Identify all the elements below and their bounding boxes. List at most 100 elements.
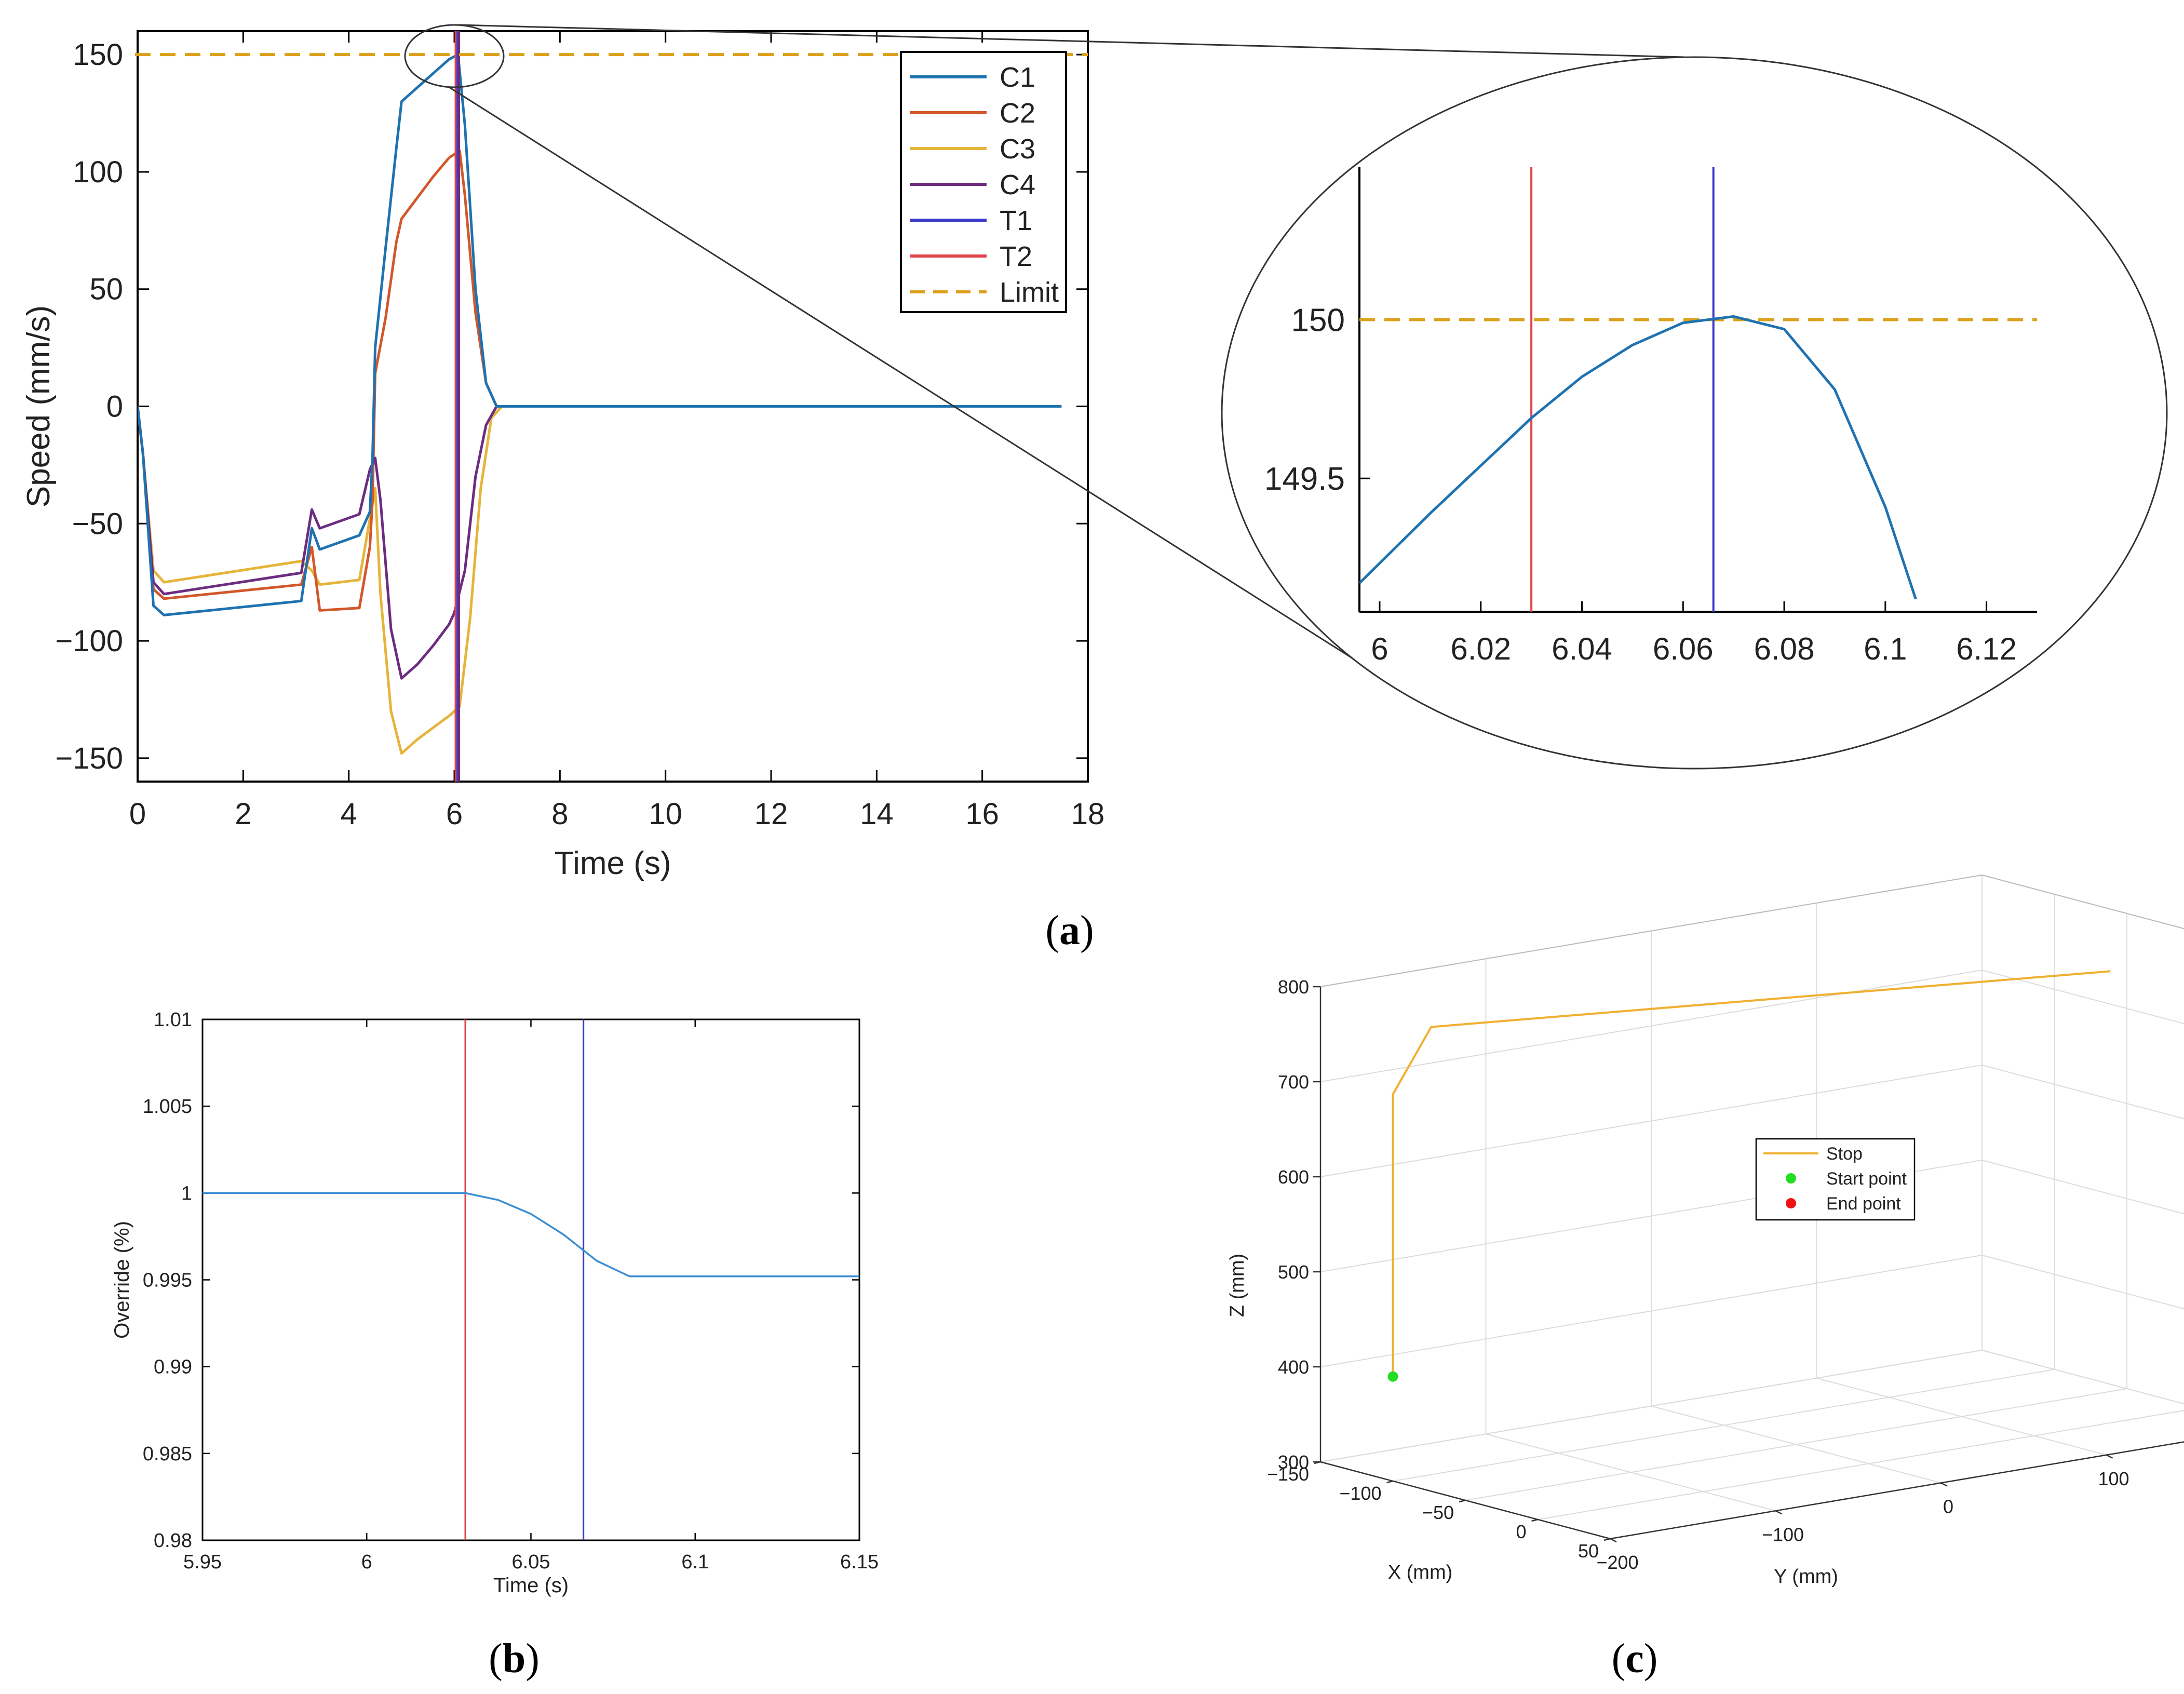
caption-a: (a) xyxy=(1045,908,1094,953)
legend-a: C1 C2 C3 C4 T1 T2 Limit xyxy=(900,51,1067,313)
legend-label-c2: C2 xyxy=(1000,98,1035,129)
y-tick-label: 50 xyxy=(89,273,123,306)
z-tick-label: 500 xyxy=(1278,1261,1309,1283)
legend-label-t2: T2 xyxy=(1000,241,1032,272)
panel-c: −150−100−50050−200−100010020030040050060… xyxy=(1226,875,2184,1588)
x-tick-label: 0 xyxy=(1516,1521,1526,1542)
caption-b: (b) xyxy=(489,1636,540,1682)
x-tick-label: 18 xyxy=(1071,797,1105,831)
x-tick xyxy=(1603,1538,1611,1541)
y-tick xyxy=(1610,1538,1617,1543)
caption-c: (c) xyxy=(1612,1636,1658,1682)
x-tick-label: 4 xyxy=(341,797,357,831)
plot-area-b xyxy=(201,1018,860,1541)
caption-paren: ) xyxy=(1080,908,1094,953)
zoom-x-tick-label: 6 xyxy=(1371,631,1388,666)
z-tick-label: 700 xyxy=(1278,1071,1309,1093)
series-group-a xyxy=(138,31,1062,782)
legend-box xyxy=(900,51,1067,313)
y-tick xyxy=(1940,1482,1948,1487)
y-tick-label: −200 xyxy=(1596,1552,1638,1573)
x-tick-label: 50 xyxy=(1578,1540,1599,1562)
y-tick-label: 0.98 xyxy=(154,1530,192,1552)
grid-line xyxy=(1538,1409,2184,1520)
series-line-stop xyxy=(1392,970,2111,1377)
x-tick-label: −100 xyxy=(1339,1483,1381,1504)
y-tick-label: 1.01 xyxy=(154,1009,192,1031)
box-edge xyxy=(1320,875,1983,987)
legend-label: Stop xyxy=(1826,1144,1863,1164)
zoom-callout: 6 6.02 6.04 6.06 6.08 6.1 6.12 149.5 150 xyxy=(404,24,2168,770)
y-tick-label: 150 xyxy=(73,38,123,72)
y-tick-label: −100 xyxy=(1762,1524,1804,1545)
x-tick-label: 6.05 xyxy=(512,1551,550,1573)
zoom-series-line-c1 xyxy=(1359,315,1917,600)
x-tick-label: 6 xyxy=(446,797,463,831)
x-tick-label: 16 xyxy=(965,797,999,831)
y-tick xyxy=(2106,1454,2113,1459)
series-line-c1 xyxy=(138,53,1062,616)
x-tick-label: −150 xyxy=(1267,1463,1309,1485)
grid-line xyxy=(1981,970,2184,1025)
y-tick-label: −100 xyxy=(55,624,123,658)
x-axis-label: Time (s) xyxy=(493,1574,569,1597)
series-line-c3 xyxy=(138,405,1062,755)
legend-swatch-start xyxy=(1786,1173,1796,1184)
zoom-y-tick-label: 149.5 xyxy=(1264,461,1345,497)
y-tick-label: 0.995 xyxy=(143,1270,192,1292)
zoom-x-tick-label: 6.12 xyxy=(1956,631,2017,666)
y-tick-label: 1.005 xyxy=(143,1096,192,1118)
x-tick-label: 8 xyxy=(551,797,568,831)
caption-letter: a xyxy=(1059,908,1080,953)
zoom-x-tick-label: 6.04 xyxy=(1552,631,1612,666)
y-tick-label: 0 xyxy=(1943,1496,1953,1517)
series-line-c4 xyxy=(138,405,1062,680)
legend-label: End point xyxy=(1826,1194,1901,1214)
legend-label: Start point xyxy=(1826,1169,1907,1189)
zoom-y-tick-label: 150 xyxy=(1291,302,1345,338)
x-tick-label: 6 xyxy=(361,1551,372,1573)
legend-swatch-end xyxy=(1786,1198,1796,1208)
legend-label-c3: C3 xyxy=(1000,133,1035,165)
legend-label-c4: C4 xyxy=(1000,169,1035,200)
y-tick-label: 0.99 xyxy=(154,1356,192,1378)
z-tick-label: 800 xyxy=(1278,976,1309,998)
x-tick-label: 14 xyxy=(860,797,894,831)
x-tick-label: 0 xyxy=(129,797,146,831)
y-tick-label: 0.985 xyxy=(143,1443,192,1465)
caption-paren: ( xyxy=(489,1636,503,1682)
y-axis-label: Speed (mm/s) xyxy=(21,305,57,507)
panel-b: 5.95 6 6.05 6.1 6.15 0.98 0.985 0.99 0.995 1 1.005… xyxy=(111,1009,879,1597)
z-tick-label: 600 xyxy=(1278,1166,1309,1188)
z-tick-label: 300 xyxy=(1278,1451,1309,1473)
zoom-ellipse xyxy=(1221,56,2168,770)
legend-label-t1: T1 xyxy=(1000,205,1032,236)
y-tick-label: −150 xyxy=(55,742,123,775)
caption-paren: ( xyxy=(1045,908,1059,953)
legend-label-c1: C1 xyxy=(1000,62,1035,93)
x-tick-label: 2 xyxy=(235,797,251,831)
zoom-x-tick-label: 6.08 xyxy=(1754,631,1815,666)
y-tick-label: 100 xyxy=(73,155,123,189)
x-axis-label: Time (s) xyxy=(555,845,671,881)
zoom-connector-top xyxy=(459,24,1684,58)
zoom-series-group xyxy=(1359,167,2037,612)
y-tick-label: −50 xyxy=(72,507,123,541)
x-tick xyxy=(1386,1480,1393,1484)
y-tick-label: 100 xyxy=(2098,1468,2129,1489)
legend-c: Stop Start point End point xyxy=(1755,1138,1916,1221)
caption-paren: ( xyxy=(1612,1636,1626,1682)
series-line-override xyxy=(203,1192,859,1278)
x-tick xyxy=(1531,1518,1538,1522)
grid-line xyxy=(1981,1255,2184,1310)
x-tick xyxy=(1459,1499,1466,1503)
x-tick-label: 6.15 xyxy=(840,1551,879,1573)
caption-letter: c xyxy=(1625,1636,1644,1682)
series-line-c2 xyxy=(138,149,1062,612)
start-point-marker xyxy=(1387,1371,1398,1382)
y-axis-label: Y (mm) xyxy=(1774,1566,1838,1588)
zoom-connector-bottom xyxy=(449,86,1421,702)
z-axis-label: Z (mm) xyxy=(1226,1254,1248,1317)
zoom-x-tick-label: 6.06 xyxy=(1653,631,1714,666)
